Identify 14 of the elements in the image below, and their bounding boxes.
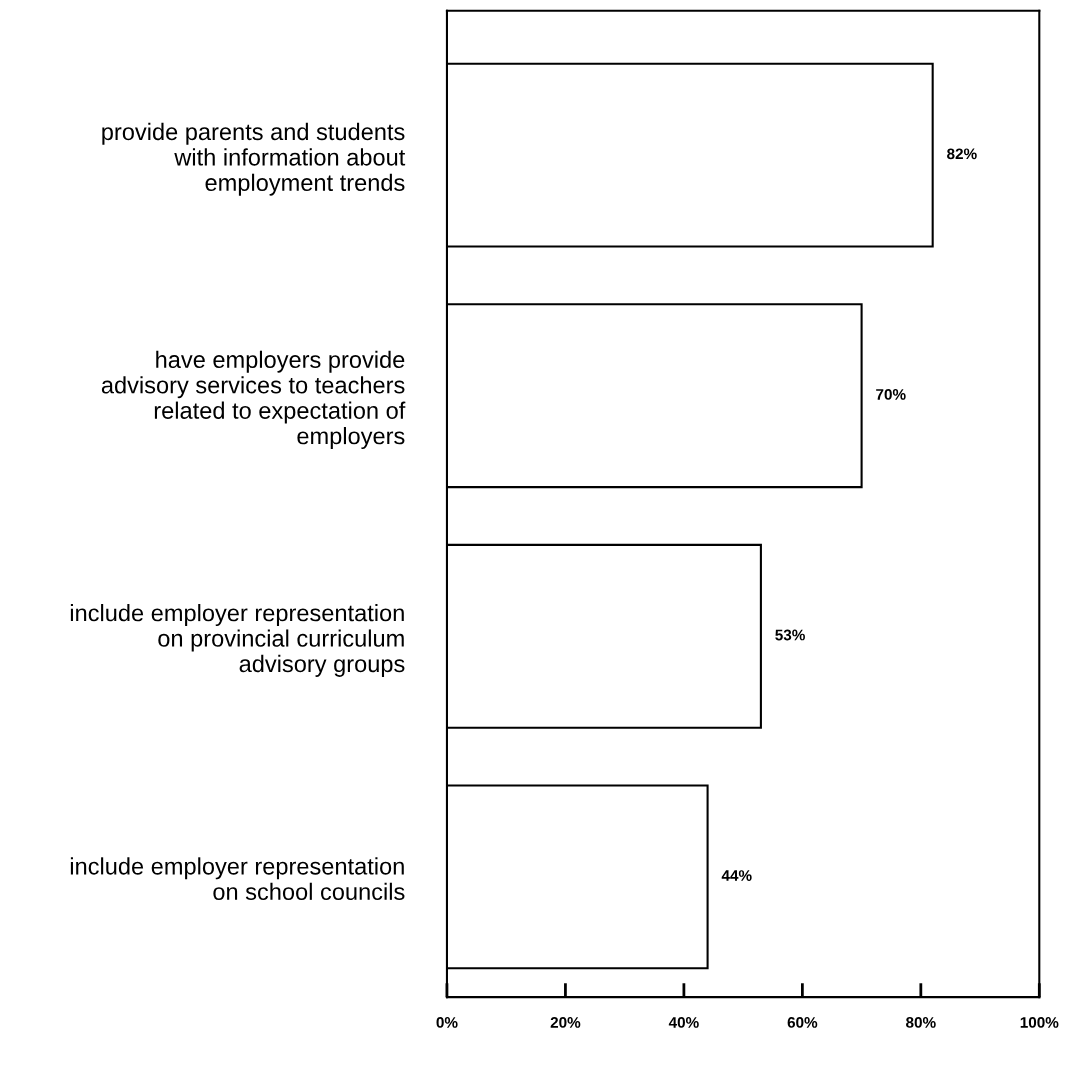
x-tick-label: 100% [1020, 1017, 1059, 1028]
x-tick-label: 0% [436, 1017, 458, 1028]
y-tick-label: have employers provide advisory services to teachers related to expectation of employers [101, 350, 406, 450]
data-label: 53% [775, 629, 805, 641]
data-label: 70% [876, 388, 906, 400]
x-tick-label: 40% [668, 1017, 699, 1028]
y-tick-label: include employer representation on provincial curriculum advisory groups [70, 604, 405, 677]
x-tick-label: 60% [787, 1017, 818, 1028]
x-tick-label: 80% [906, 1017, 936, 1028]
y-tick-label: provide parents and students with information about employment trends [102, 122, 406, 196]
data-label: 82% [947, 148, 977, 160]
y-tick-label: include employer representation on school councils [70, 857, 405, 901]
x-tick-label: 20% [550, 1017, 581, 1028]
data-label: 44% [721, 870, 752, 881]
